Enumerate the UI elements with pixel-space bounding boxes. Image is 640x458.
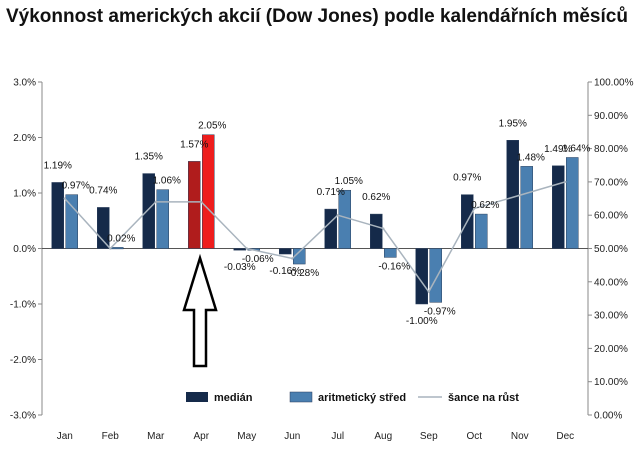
data-label-mean: 1.05% <box>335 176 363 187</box>
line-chance-point <box>109 247 112 250</box>
data-label-mean: 2.05% <box>198 121 226 132</box>
bar-mean <box>65 194 78 249</box>
line-chance <box>64 181 566 294</box>
y-right-tick-label: 100.00% <box>594 78 634 89</box>
line-chance-point <box>63 197 66 200</box>
y-left-tick-label: -1.0% <box>10 300 36 311</box>
y-left-tick-label: 1.0% <box>13 189 36 200</box>
data-label-mean: -0.06% <box>242 254 274 265</box>
y-right-tick-label: 40.00% <box>594 277 628 288</box>
data-label-median: 1.19% <box>44 160 72 171</box>
bar-mean <box>293 248 306 265</box>
y-right-tick-label: 70.00% <box>594 177 628 188</box>
data-label-mean: -0.97% <box>424 306 456 317</box>
x-tick-label: Aug <box>374 431 392 442</box>
bar-median <box>233 248 246 251</box>
data-label-mean: -0.28% <box>287 268 319 279</box>
y-right-tick-label: 90.00% <box>594 111 628 122</box>
legend-label-chance: šance na růst <box>448 392 519 404</box>
x-tick-label: Jan <box>57 431 73 442</box>
legend-label-mean: aritmetický střed <box>318 392 406 404</box>
line-chance-point <box>473 207 476 210</box>
data-label-mean: 0.97% <box>62 181 90 192</box>
data-label-median: 0.97% <box>453 173 481 184</box>
bar-mean <box>384 248 397 258</box>
data-label-median: -1.00% <box>406 316 438 327</box>
legend-label-median: medián <box>214 392 253 404</box>
x-tick-label: Sep <box>420 431 438 442</box>
bar-mean <box>520 166 533 249</box>
bar-median <box>142 173 155 249</box>
y-right-tick-label: 0.00% <box>594 411 622 422</box>
y-left-tick-label: 3.0% <box>13 78 36 89</box>
bar-median <box>51 182 64 249</box>
line-chance-point <box>336 214 339 217</box>
data-label-median: 1.35% <box>135 152 163 163</box>
bar-median <box>370 213 383 249</box>
x-tick-label: Jul <box>331 431 344 442</box>
y-right-tick-label: 30.00% <box>594 311 628 322</box>
x-tick-label: Jun <box>284 431 300 442</box>
x-tick-label: May <box>237 431 256 442</box>
bar-median <box>552 165 565 249</box>
data-label-mean: 1.48% <box>517 152 545 163</box>
bar-mean <box>111 247 124 250</box>
x-tick-label: Dec <box>556 431 574 442</box>
bar-mean <box>429 248 442 303</box>
data-label-median: 1.95% <box>499 118 527 129</box>
line-chance-point <box>291 257 294 260</box>
y-left-tick-label: -3.0% <box>10 411 36 422</box>
data-label-mean: 1.64% <box>562 143 590 154</box>
data-label-median: -0.16% <box>269 266 301 277</box>
bar-median <box>506 140 519 249</box>
data-label-median: 1.49% <box>544 144 572 155</box>
line-chance-point <box>427 290 430 293</box>
bar-median <box>279 248 292 255</box>
bar-mean <box>566 157 579 249</box>
y-right-tick-label: 50.00% <box>594 244 628 255</box>
y-right-tick-label: 80.00% <box>594 144 628 155</box>
line-chance-point <box>200 200 203 204</box>
y-right-tick-label: 20.00% <box>594 344 628 355</box>
legend-swatch-median <box>186 392 208 402</box>
data-label-mean: 0.02% <box>107 233 135 244</box>
x-tick-label: Nov <box>511 431 529 442</box>
chart-title: Výkonnost amerických akcií (Dow Jones) p… <box>6 6 628 27</box>
data-label-median: -0.03% <box>224 262 256 273</box>
y-right-tick-label: 10.00% <box>594 377 628 388</box>
y-left-tick-label: 2.0% <box>13 133 36 144</box>
x-tick-label: Mar <box>147 431 165 442</box>
data-label-mean: 0.62% <box>471 200 499 211</box>
up-arrow-icon <box>182 253 218 368</box>
bar-median <box>415 248 428 305</box>
data-label-mean: 1.06% <box>153 176 181 187</box>
bar-mean <box>156 189 169 249</box>
bar-median <box>188 161 201 249</box>
legend-swatch-mean <box>289 391 313 403</box>
line-chance-point <box>154 200 157 204</box>
data-label-median: 0.74% <box>89 185 117 196</box>
bar-mean <box>202 134 215 249</box>
line-chance-point <box>245 247 248 250</box>
data-label-median: 1.57% <box>180 139 208 150</box>
y-right-tick-label: 60.00% <box>594 211 628 222</box>
bar-median <box>324 208 337 249</box>
line-chance-point <box>382 227 385 230</box>
data-label-median: 0.71% <box>317 187 345 198</box>
x-tick-label: Feb <box>102 431 120 442</box>
data-label-median: 0.62% <box>362 192 390 203</box>
x-tick-label: Apr <box>193 431 209 442</box>
bar-mean <box>475 213 488 249</box>
y-left-tick-label: 0.0% <box>13 244 36 255</box>
data-label-mean: -0.16% <box>378 261 410 272</box>
x-tick-label: Oct <box>466 431 482 442</box>
line-chance-point <box>564 180 567 184</box>
y-left-tick-label: -2.0% <box>10 355 36 366</box>
bar-mean <box>338 189 351 249</box>
line-chance-point <box>518 194 521 197</box>
